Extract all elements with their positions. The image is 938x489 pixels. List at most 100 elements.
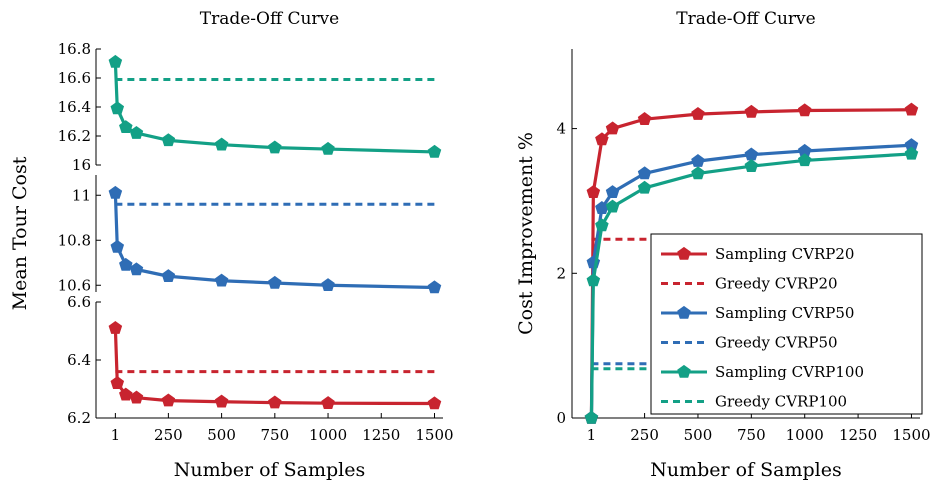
left-panel-2-marker xyxy=(108,185,123,199)
left-panel-1-marker xyxy=(129,125,144,139)
left-panel-3-marker xyxy=(321,396,335,409)
right-sampling-cvrp100-marker xyxy=(595,218,609,232)
right-sampling-cvrp20-marker xyxy=(595,132,609,146)
right-sampling-cvrp100-marker xyxy=(586,273,601,287)
y-tick-label: 10.8 xyxy=(58,231,91,249)
left-panel-3-marker xyxy=(214,394,229,408)
legend-entry: Greedy CVRP100 xyxy=(661,393,847,411)
y-tick-label: 16.4 xyxy=(58,98,91,116)
x-tick-label: 1500 xyxy=(415,426,453,444)
right-sampling-cvrp20-marker xyxy=(797,103,812,117)
y-tick-label: 2 xyxy=(556,264,566,282)
y-tick-label: 16.6 xyxy=(58,69,91,87)
left-panel-3-marker xyxy=(110,376,125,389)
left-panel-1-marker xyxy=(161,133,176,147)
right-sampling-cvrp20-marker xyxy=(637,112,652,125)
right-sampling-cvrp50-marker xyxy=(637,166,652,180)
legend-entry: Sampling CVRP100 xyxy=(661,363,864,381)
right-sampling-cvrp20-marker xyxy=(605,121,620,135)
x-tick-label: 1 xyxy=(587,426,597,444)
right-sampling-cvrp50-marker xyxy=(744,147,759,161)
y-tick-label: 6.6 xyxy=(67,293,91,311)
legend-label: Sampling CVRP20 xyxy=(715,245,854,263)
legend-entry: Sampling CVRP50 xyxy=(661,304,854,322)
left-panel-2-marker xyxy=(321,278,335,292)
y-tick-label: 4 xyxy=(556,120,566,138)
left-panel-2-marker xyxy=(268,275,282,289)
left-panel-2: 10.6 10.8 11 xyxy=(58,175,442,294)
legend-swatch-marker xyxy=(677,305,691,319)
left-y-axis-label: Mean Tour Cost xyxy=(9,156,31,310)
x-tick-label: 500 xyxy=(684,426,713,444)
right-sampling-cvrp20-marker xyxy=(904,102,919,116)
y-tick-label: 10.6 xyxy=(58,276,91,294)
right-x-axis-label: Number of Samples xyxy=(650,459,842,481)
legend-box xyxy=(650,233,923,415)
left-panel-3-marker xyxy=(108,320,123,334)
right-sampling-cvrp20-marker xyxy=(586,185,601,199)
y-tick-label: 6.4 xyxy=(67,351,91,369)
left-panel-2-marker xyxy=(129,262,144,276)
left-panel-1-marker xyxy=(214,137,229,151)
right-y-axis-label: Cost Improvement % xyxy=(515,132,537,335)
left-panel-3: 6.2 6.4 6.6 xyxy=(67,293,442,427)
left-panel-3-sampling-line xyxy=(113,328,435,406)
y-tick-label: 0 xyxy=(556,409,566,427)
right-sampling-cvrp20-marker xyxy=(744,104,759,118)
left-panel-2-marker xyxy=(161,269,176,283)
left-panel-1-marker xyxy=(427,144,442,158)
x-tick-label: 750 xyxy=(261,426,290,444)
legend-label: Sampling CVRP100 xyxy=(715,363,864,381)
left-panel-1-marker xyxy=(110,101,125,115)
left-panel-1-marker xyxy=(268,140,282,154)
legend-swatch-marker xyxy=(677,246,691,260)
x-tick-label: 500 xyxy=(207,426,236,444)
right-sampling-cvrp100-marker xyxy=(605,199,620,213)
left-chart-title: Trade-Off Curve xyxy=(200,9,339,29)
left-x-axis-label: Number of Samples xyxy=(174,459,366,481)
right-sampling-cvrp100-marker xyxy=(744,159,759,172)
legend-label: Greedy CVRP100 xyxy=(715,393,847,411)
x-tick-label: 250 xyxy=(154,426,183,444)
legend-entry: Greedy CVRP50 xyxy=(661,334,838,352)
legend-swatch-marker xyxy=(677,364,691,378)
left-panel-3-marker xyxy=(427,396,442,410)
x-tick-label: 750 xyxy=(737,426,766,444)
left-panel-3-marker xyxy=(129,390,144,404)
left-panel-2-marker xyxy=(119,257,133,271)
x-tick-label: 1000 xyxy=(786,426,824,444)
left-panel-2-marker xyxy=(427,280,442,294)
right-sampling-cvrp50-marker xyxy=(605,185,620,199)
legend-label: Greedy CVRP20 xyxy=(715,275,838,293)
left-panel-3-marker xyxy=(268,395,282,409)
left-panel-1-marker xyxy=(321,141,335,155)
legend-entry: Sampling CVRP20 xyxy=(661,245,854,263)
x-tick-label: 1250 xyxy=(839,426,877,444)
y-tick-label: 16 xyxy=(72,156,91,174)
x-tick-label: 1500 xyxy=(892,426,930,444)
left-panel-2-marker xyxy=(110,239,125,253)
y-tick-label: 6.2 xyxy=(67,409,91,427)
y-tick-label: 16.2 xyxy=(58,127,91,145)
legend-entry: Greedy CVRP20 xyxy=(661,275,838,293)
x-tick-label: 1250 xyxy=(362,426,400,444)
x-tick-label: 250 xyxy=(630,426,659,444)
right-sampling-cvrp100-marker xyxy=(637,180,652,194)
right-sampling-cvrp100-marker xyxy=(691,166,705,180)
left-panel-3-marker xyxy=(119,387,133,401)
y-tick-label: 11 xyxy=(72,186,91,204)
left-panel-3-marker xyxy=(161,393,176,407)
x-tick-label: 1 xyxy=(111,426,121,444)
left-panel-1-marker xyxy=(108,54,123,68)
right-sampling-cvrp100-marker xyxy=(584,410,599,424)
left-panel-2-marker xyxy=(214,273,229,287)
legend-label: Sampling CVRP50 xyxy=(715,304,854,322)
y-tick-label: 16.8 xyxy=(58,40,91,58)
right-chart-title: Trade-Off Curve xyxy=(676,9,815,29)
legend: Sampling CVRP20 Greedy CVRP20 Sampling CVR… xyxy=(650,233,923,415)
left-panel-1: 16 16.2 16.4 16.6 16.8 xyxy=(58,40,442,174)
left-panel-1-marker xyxy=(119,120,133,134)
